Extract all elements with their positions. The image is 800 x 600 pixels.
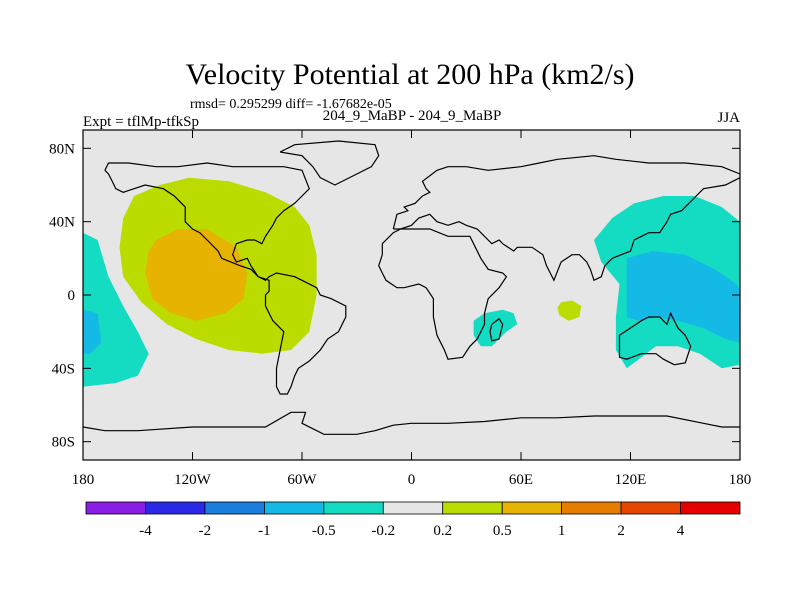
colorbar-swatch bbox=[263, 501, 325, 515]
stats-text: rmsd= 0.295299 diff= -1.67682e-05 bbox=[190, 97, 392, 112]
y-tick-label: 0 bbox=[68, 288, 76, 304]
coastline-antarctica bbox=[83, 411, 740, 435]
contour-region bbox=[557, 300, 582, 321]
x-tick-label: 60W bbox=[287, 472, 317, 488]
y-tick-label: 80S bbox=[52, 435, 75, 451]
coastline-layer bbox=[83, 140, 740, 435]
contour-region bbox=[83, 232, 149, 387]
coastline-eurasia bbox=[392, 155, 740, 282]
coastline-greenland bbox=[279, 140, 380, 186]
contour-region bbox=[626, 251, 740, 343]
coastline-americas bbox=[104, 162, 347, 395]
coastline-australia bbox=[618, 311, 692, 366]
colorbar-swatch bbox=[85, 501, 146, 515]
colorbar-swatch bbox=[382, 501, 444, 515]
x-tick-label: 180 bbox=[72, 472, 95, 488]
coastline-africa bbox=[378, 228, 508, 360]
y-axis: 80N 40N 0 40S 80S bbox=[49, 141, 740, 451]
right-label: JJA bbox=[717, 110, 740, 126]
colorbar-swatch bbox=[680, 501, 741, 515]
colorbar-swatch bbox=[323, 501, 384, 515]
colorbar-label: 1 bbox=[558, 523, 566, 539]
y-tick-label: 40N bbox=[49, 215, 75, 231]
left-label: Expt = tflMp-tfkSp bbox=[83, 114, 199, 130]
colorbar-label: -0.2 bbox=[371, 523, 395, 539]
colorbar-label: 0.2 bbox=[433, 523, 452, 539]
x-tick-label: 0 bbox=[408, 472, 416, 488]
x-axis: 180 120W 60W 0 60E 120E 180 bbox=[72, 130, 752, 488]
colorbar-swatch bbox=[561, 501, 622, 515]
contour-region bbox=[145, 229, 248, 321]
colorbar-swatch bbox=[204, 501, 265, 515]
colorbar-label: 4 bbox=[677, 523, 685, 539]
contour-region bbox=[83, 309, 102, 354]
map-plot-area: 180 120W 60W 0 60E 120E 180 80N 40N 0 40S 80S bbox=[49, 129, 752, 488]
colorbar-label: -4 bbox=[139, 523, 152, 539]
colorbar-label: -1 bbox=[258, 523, 271, 539]
colorbar-swatch bbox=[442, 501, 503, 515]
colorbar-swatch bbox=[620, 501, 681, 515]
center-label: 204_9_MaBP - 204_9_MaBP bbox=[323, 108, 502, 124]
x-tick-label: 60E bbox=[509, 472, 533, 488]
x-tick-label: 120E bbox=[615, 472, 647, 488]
colorbar-label: -0.5 bbox=[312, 523, 336, 539]
y-tick-label: 80N bbox=[49, 141, 75, 157]
colorbar-label: -2 bbox=[199, 523, 212, 539]
x-tick-label: 180 bbox=[729, 472, 752, 488]
x-tick-label: 120W bbox=[174, 472, 212, 488]
y-tick-label: 40S bbox=[52, 361, 75, 377]
colorbar: -4 -2 -1 -0.5 -0.2 0.2 0.5 1 2 4 bbox=[85, 501, 741, 539]
colorbar-swatch bbox=[501, 501, 563, 515]
colorbar-swatch bbox=[145, 501, 206, 515]
coastline-madagascar bbox=[489, 317, 504, 342]
colorbar-label: 0.5 bbox=[493, 523, 512, 539]
colorbar-label: 2 bbox=[617, 523, 625, 539]
chart-title: Velocity Potential at 200 hPa (km2/s) bbox=[185, 58, 634, 91]
